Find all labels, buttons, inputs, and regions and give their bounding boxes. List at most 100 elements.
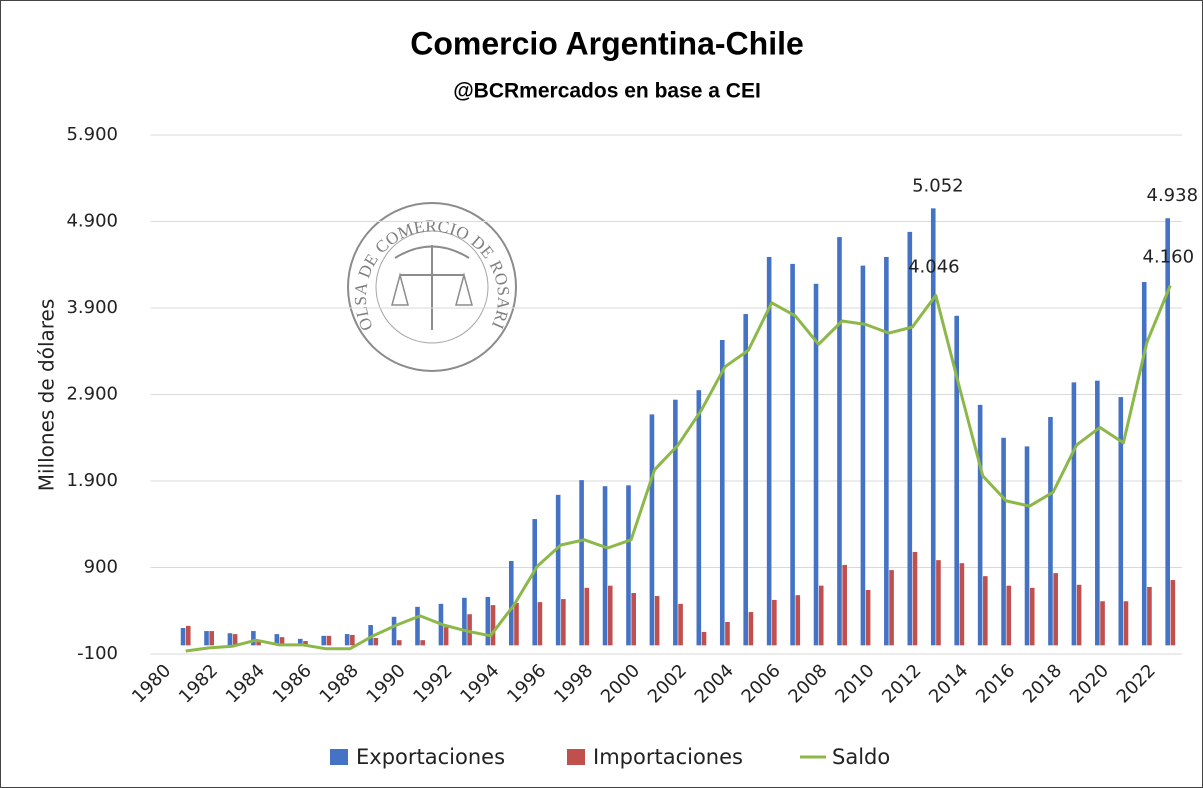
bar bbox=[1100, 601, 1105, 646]
bar bbox=[1024, 446, 1030, 646]
bar bbox=[1048, 416, 1053, 646]
bar bbox=[443, 627, 449, 646]
bar bbox=[274, 634, 280, 646]
legend-label: Saldo bbox=[832, 745, 890, 769]
bar bbox=[654, 596, 660, 646]
logo-scales bbox=[391, 272, 473, 306]
bar bbox=[396, 640, 402, 646]
data-label: 4.938 bbox=[1147, 185, 1199, 206]
bar bbox=[251, 631, 256, 646]
data-label: 4.160 bbox=[1143, 247, 1195, 268]
bar bbox=[415, 606, 420, 646]
bar bbox=[719, 340, 725, 646]
chart-subtitle: @BCRmercados en base a CEI bbox=[453, 80, 761, 103]
bar bbox=[696, 390, 702, 646]
bar bbox=[1071, 382, 1077, 646]
bar bbox=[1006, 585, 1012, 646]
bar bbox=[180, 628, 186, 646]
bar bbox=[766, 256, 772, 646]
bar bbox=[1165, 218, 1170, 646]
bar bbox=[748, 612, 754, 646]
bar bbox=[555, 494, 561, 646]
y-axis-label: Millones de dólares bbox=[35, 299, 59, 492]
bar bbox=[462, 597, 467, 646]
bar bbox=[1141, 282, 1147, 646]
bar bbox=[508, 561, 514, 646]
bar bbox=[561, 599, 566, 646]
bar bbox=[326, 635, 332, 646]
bar bbox=[1001, 437, 1006, 646]
bar bbox=[772, 599, 777, 646]
bar bbox=[279, 637, 285, 646]
bar bbox=[936, 560, 941, 646]
chart-title: Comercio Argentina-Chile bbox=[410, 25, 804, 61]
legend-label: Exportaciones bbox=[356, 745, 505, 769]
bar bbox=[649, 414, 655, 646]
bar bbox=[602, 486, 608, 646]
bar bbox=[954, 315, 959, 646]
logo-ring bbox=[347, 202, 517, 372]
y-tick-label: -100 bbox=[77, 643, 118, 664]
bar bbox=[1053, 573, 1058, 646]
bar bbox=[209, 631, 215, 646]
bar bbox=[959, 563, 965, 646]
bar bbox=[204, 631, 209, 646]
bar bbox=[673, 399, 678, 646]
bar bbox=[490, 605, 496, 646]
bar bbox=[795, 595, 801, 646]
bar bbox=[1029, 587, 1035, 646]
bar bbox=[350, 634, 355, 646]
bar bbox=[368, 625, 373, 646]
bar bbox=[607, 585, 613, 646]
bar bbox=[790, 263, 795, 646]
line bbox=[185, 284, 1172, 653]
y-tick-label: 5.900 bbox=[66, 124, 118, 145]
bar bbox=[1076, 584, 1082, 646]
legend-label: Importaciones bbox=[593, 745, 743, 769]
bar bbox=[514, 602, 519, 646]
bar bbox=[227, 633, 233, 646]
y-tick-label: 900 bbox=[84, 557, 118, 578]
bar bbox=[232, 634, 238, 646]
y-tick-label: 3.900 bbox=[66, 297, 118, 318]
bar bbox=[889, 570, 894, 646]
bar bbox=[860, 265, 866, 646]
bar bbox=[842, 564, 847, 646]
logo-inner bbox=[375, 230, 489, 344]
bar bbox=[1118, 397, 1124, 646]
bar bbox=[297, 638, 303, 646]
bar bbox=[1095, 380, 1100, 646]
bar bbox=[420, 640, 425, 646]
bar bbox=[344, 634, 350, 646]
bar bbox=[256, 640, 261, 646]
bar bbox=[818, 585, 824, 646]
legend-swatch bbox=[567, 749, 585, 765]
logo-wings bbox=[394, 245, 470, 259]
bar bbox=[725, 621, 730, 646]
bar bbox=[532, 519, 538, 646]
y-tick-label: 1.900 bbox=[66, 470, 118, 491]
bar bbox=[321, 635, 327, 646]
bar bbox=[185, 625, 191, 646]
data-label: 4.046 bbox=[908, 256, 960, 277]
bar bbox=[631, 593, 636, 646]
bar bbox=[743, 314, 749, 646]
bar bbox=[912, 551, 918, 646]
bar bbox=[813, 283, 819, 646]
bar bbox=[977, 404, 983, 646]
bar bbox=[1170, 580, 1176, 646]
bar bbox=[303, 641, 308, 646]
bar bbox=[907, 231, 913, 646]
bar bbox=[837, 237, 842, 646]
bar bbox=[467, 614, 472, 646]
legend-swatch bbox=[330, 749, 348, 765]
bar bbox=[626, 485, 631, 646]
bar bbox=[584, 587, 590, 646]
bar bbox=[865, 589, 871, 646]
bar bbox=[930, 208, 936, 646]
bar bbox=[1147, 586, 1152, 646]
bar bbox=[485, 596, 491, 646]
bar bbox=[537, 602, 543, 646]
bar bbox=[1123, 601, 1129, 646]
